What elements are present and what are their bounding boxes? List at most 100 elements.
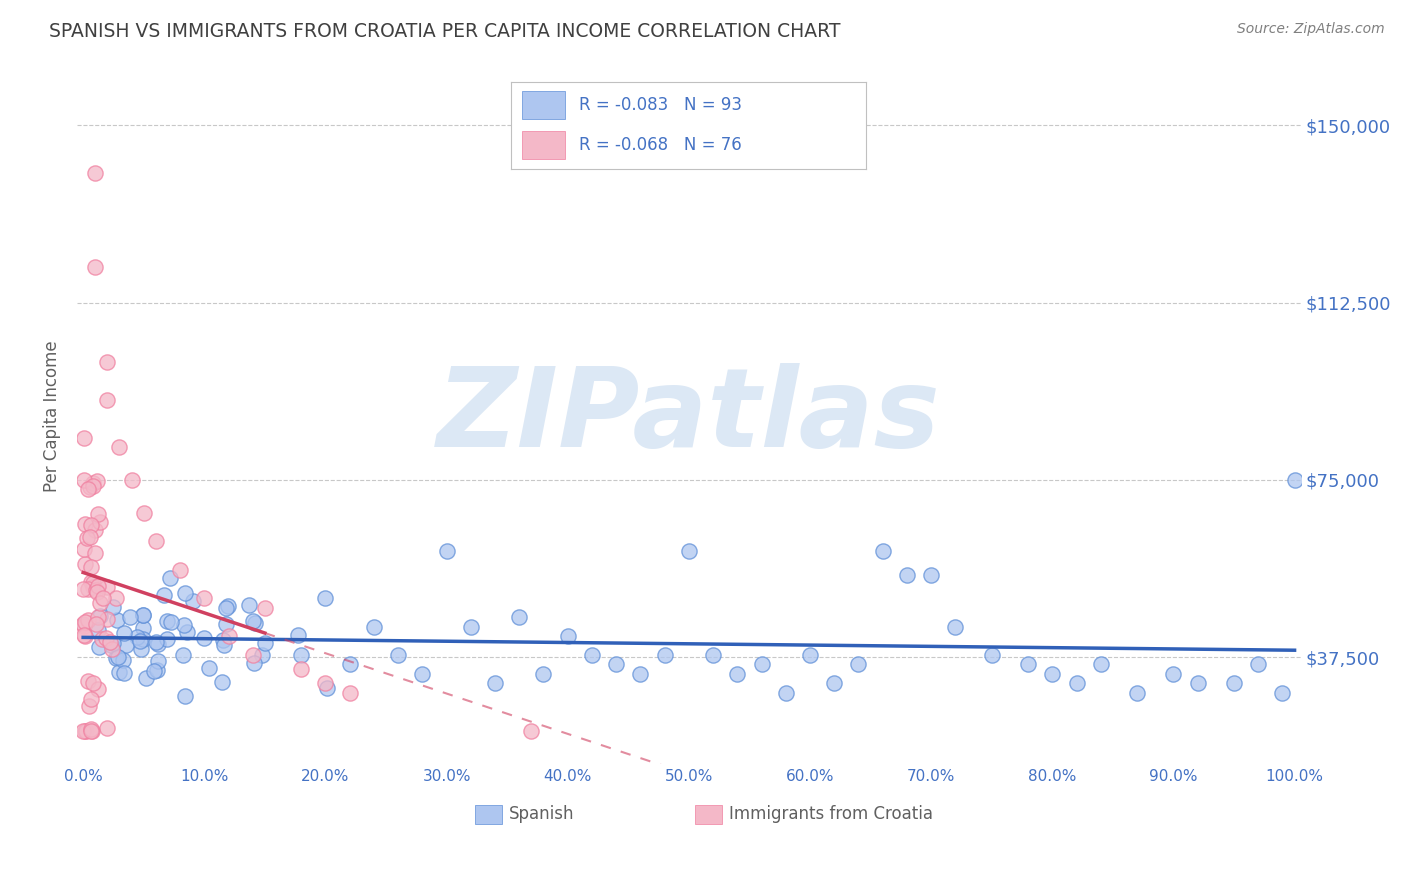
Point [751, 657, 773, 672]
Point [84, 617, 107, 632]
Point [73, 629, 96, 643]
Point [96, 392, 118, 407]
Point [533, 666, 555, 681]
Point [72, 582, 94, 596]
Point [87, 579, 110, 593]
Point [148, 637, 170, 651]
Point [96, 612, 118, 626]
Point [508, 610, 530, 624]
Point [76, 613, 98, 627]
Point [87, 507, 110, 521]
Point [72, 723, 94, 738]
Point [1247, 657, 1270, 672]
Point [118, 610, 141, 624]
Point [121, 473, 143, 487]
Point [172, 648, 194, 662]
Point [132, 621, 155, 635]
Point [80, 692, 103, 706]
Point [920, 567, 942, 582]
Point [287, 628, 309, 642]
Point [218, 629, 240, 643]
Point [1090, 657, 1112, 672]
Point [73, 615, 96, 629]
Point [1284, 473, 1306, 487]
Point [290, 662, 312, 676]
Point [89, 596, 111, 610]
Point [114, 638, 136, 652]
Point [84, 260, 107, 274]
Point [174, 690, 197, 704]
Point [169, 563, 191, 577]
Point [411, 666, 433, 681]
Point [87, 640, 110, 654]
Point [132, 608, 155, 623]
Point [73, 431, 96, 445]
Point [197, 661, 219, 675]
Point [77, 483, 100, 497]
Point [387, 648, 409, 662]
Point [215, 600, 238, 615]
Point [848, 657, 870, 672]
Point [823, 676, 845, 690]
Point [105, 651, 128, 665]
Point [103, 636, 125, 650]
Point [84, 546, 107, 560]
Point [314, 676, 336, 690]
Point [135, 671, 157, 685]
Text: SPANISH VS IMMIGRANTS FROM CROATIA PER CAPITA INCOME CORRELATION CHART: SPANISH VS IMMIGRANTS FROM CROATIA PER C… [49, 22, 841, 41]
Point [181, 594, 204, 608]
Point [105, 591, 128, 605]
Point [314, 591, 336, 606]
Point [101, 642, 124, 657]
Point [872, 544, 894, 558]
Point [72, 616, 94, 631]
Point [94, 632, 117, 646]
Point [896, 567, 918, 582]
Point [82, 580, 104, 594]
Point [1066, 676, 1088, 690]
Point [75, 557, 97, 571]
FancyBboxPatch shape [695, 805, 721, 824]
Point [112, 626, 135, 640]
Point [84, 165, 107, 179]
Point [725, 666, 748, 681]
Point [87, 682, 110, 697]
Point [89, 515, 111, 529]
Point [1223, 676, 1246, 690]
Point [100, 638, 122, 652]
Point [93, 591, 115, 606]
Point [520, 723, 543, 738]
Point [132, 608, 155, 623]
Point [628, 666, 651, 681]
Point [290, 648, 312, 662]
Point [1187, 676, 1209, 690]
Point [1040, 666, 1063, 681]
Point [96, 580, 118, 594]
Point [82, 676, 104, 690]
Point [108, 440, 131, 454]
Point [436, 544, 458, 558]
Point [80, 722, 103, 736]
Point [146, 663, 169, 677]
Point [460, 619, 482, 633]
Point [193, 591, 215, 606]
Point [105, 613, 128, 627]
Point [127, 630, 149, 644]
Y-axis label: Per Capita Income: Per Capita Income [44, 341, 60, 491]
Point [1017, 657, 1039, 672]
Point [80, 723, 103, 738]
Point [86, 584, 108, 599]
Point [83, 523, 105, 537]
Point [91, 632, 114, 646]
Point [1126, 686, 1149, 700]
Text: Source: ZipAtlas.com: Source: ZipAtlas.com [1237, 22, 1385, 37]
Point [73, 517, 96, 532]
Point [1271, 686, 1294, 700]
Point [146, 654, 169, 668]
Point [86, 474, 108, 488]
Point [80, 518, 103, 533]
Point [77, 698, 100, 713]
Point [254, 636, 277, 650]
Point [702, 648, 724, 662]
Point [73, 619, 96, 633]
